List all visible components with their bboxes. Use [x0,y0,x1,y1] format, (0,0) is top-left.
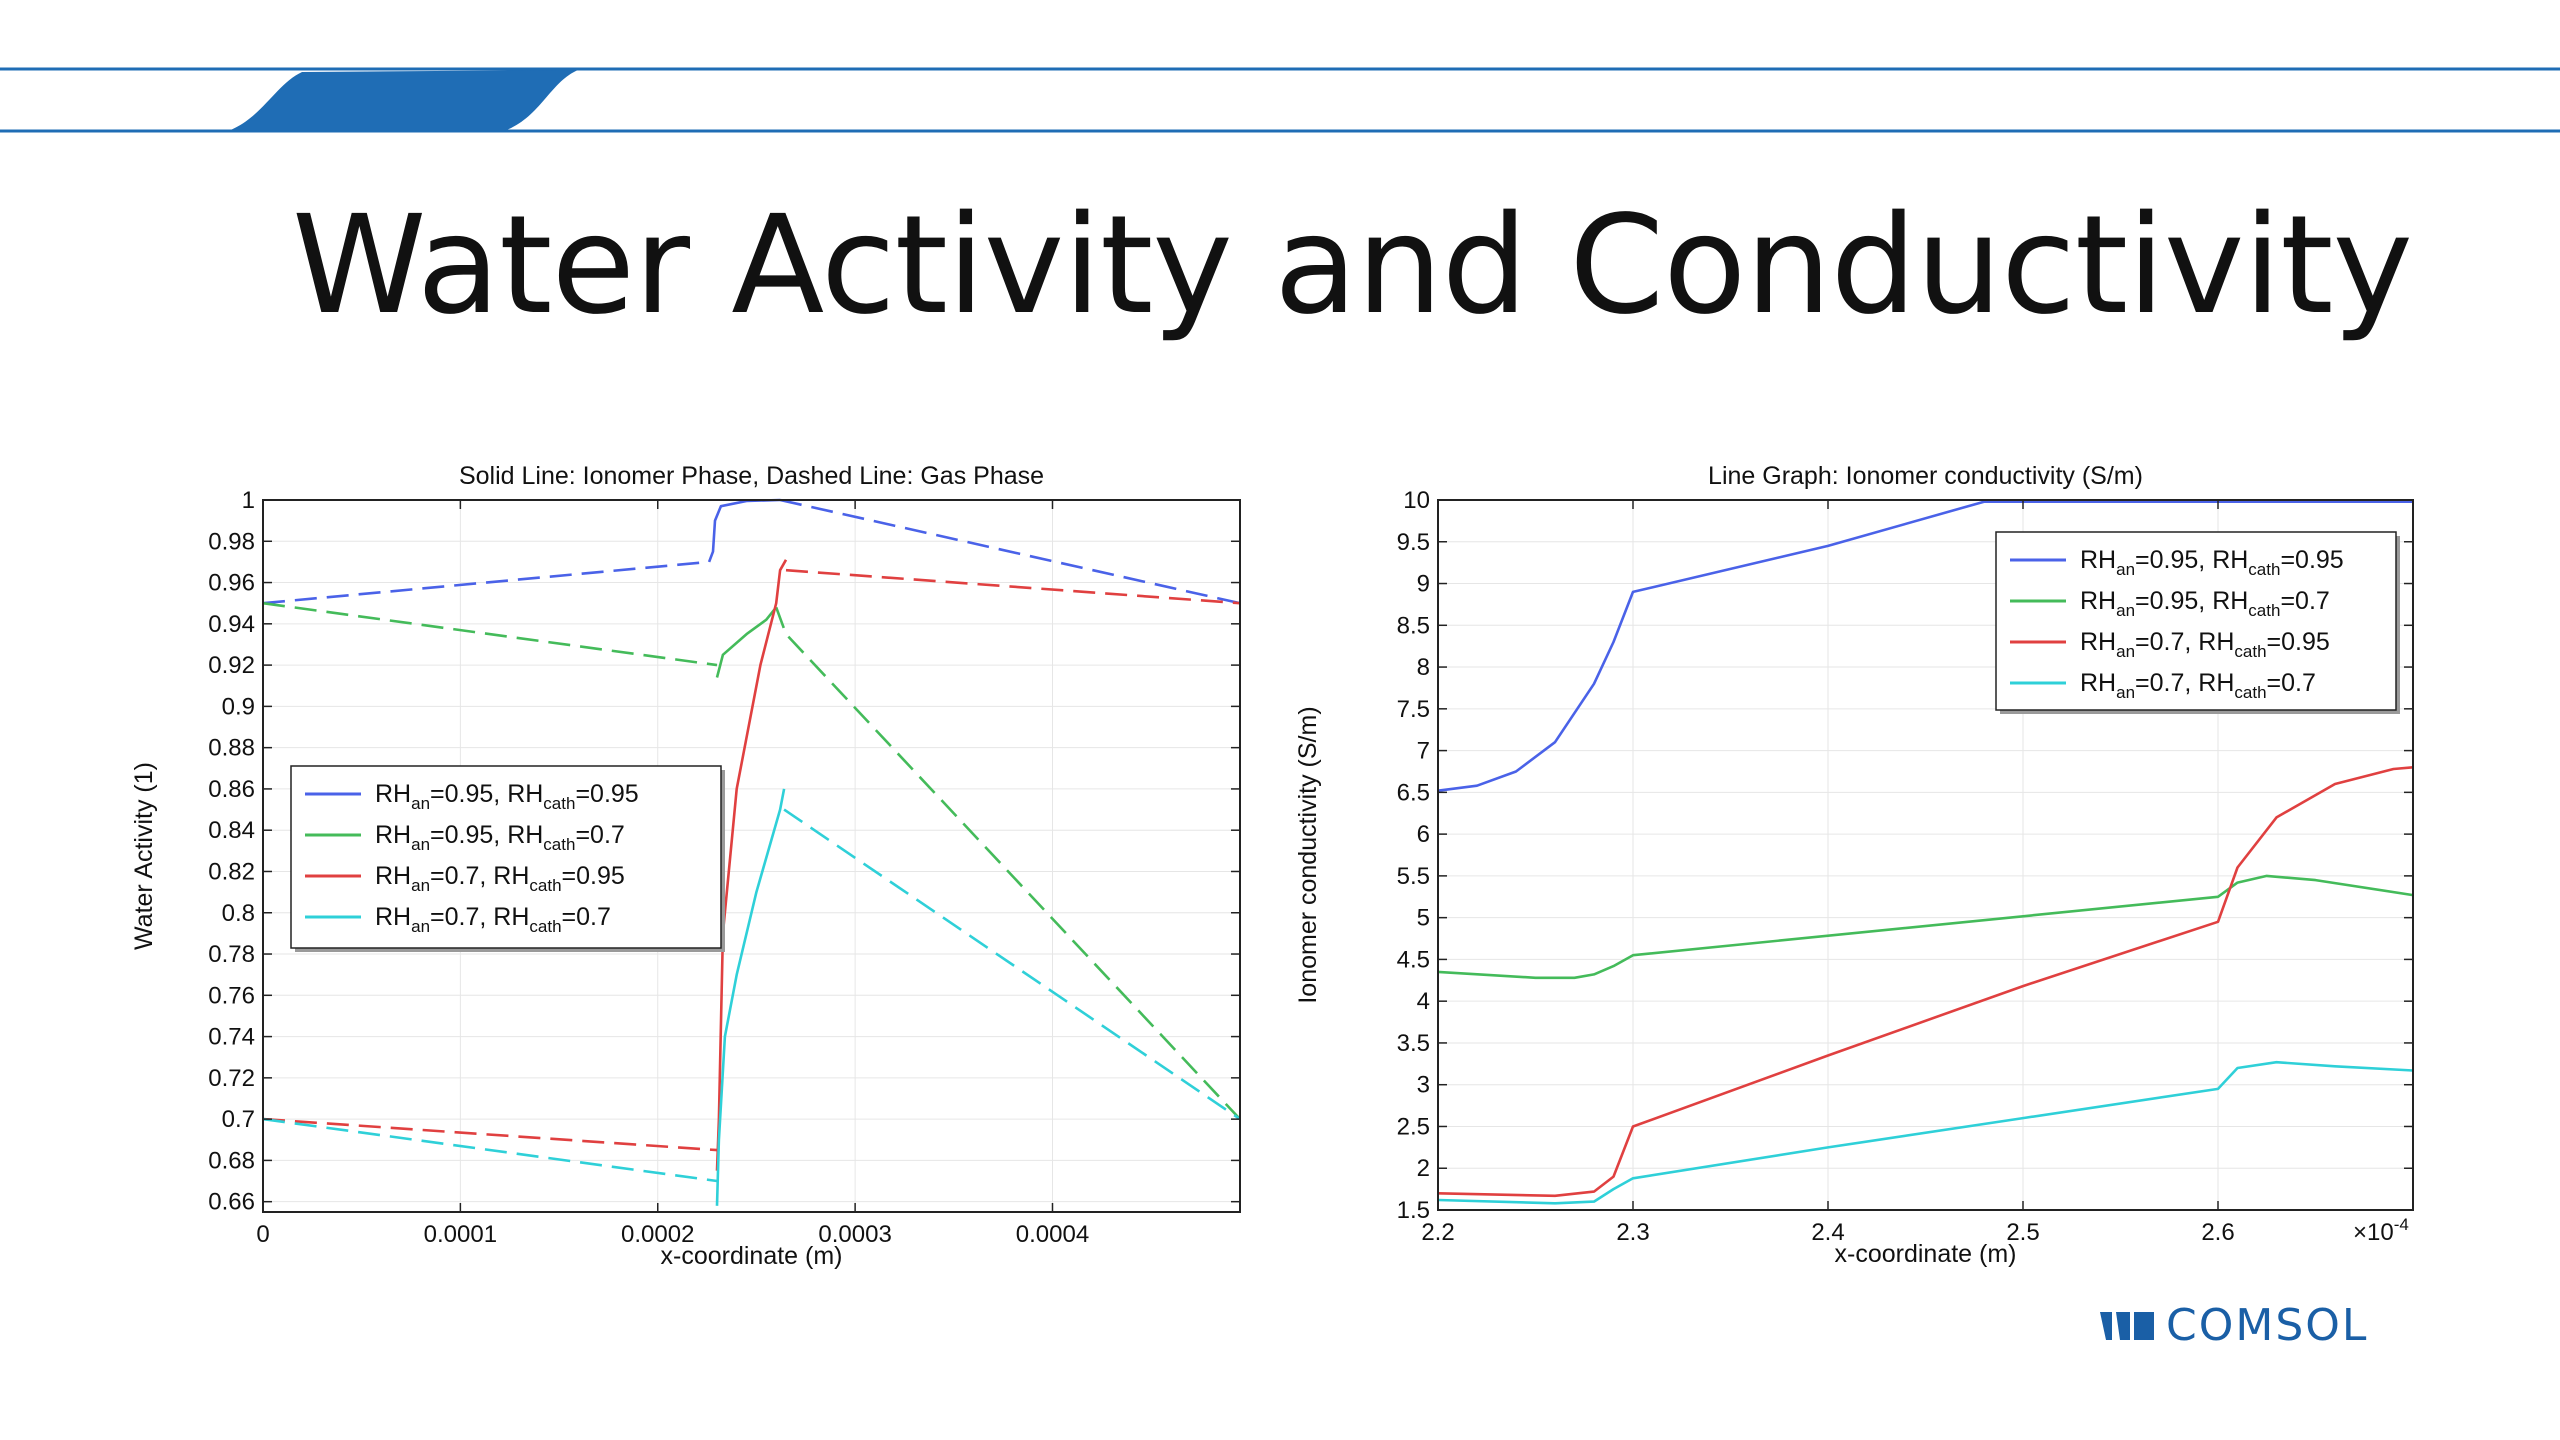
series-1-segment-0 [262,601,718,667]
y-tick-label-14: 0.94 [208,611,255,638]
y-tick-label-7: 0.8 [222,900,255,927]
y-tick-label-13: 8 [1417,654,1430,681]
y-tick-label-14: 8.5 [1397,612,1430,639]
series-2-segment-0 [1437,766,2414,1198]
slide-title: Water Activity and Conductivity [292,187,2413,345]
series-2-segment-0 [262,1117,718,1152]
y-tick-label-17: 1 [242,487,255,514]
slide-header-banner [0,67,2560,133]
y-tick-label-0: 0.66 [208,1189,255,1216]
y-tick-label-8: 0.82 [208,858,255,885]
legend-box [1995,531,2397,711]
plot-frame [1437,499,2414,1211]
y-tick-label-11: 7 [1417,738,1430,765]
x-axis-label: x-coordinate (m) [661,1242,843,1270]
x-tick-label-3: 2.5 [2006,1219,2039,1246]
series-0-segment-1 [707,498,781,563]
y-tick-label-1: 0.68 [208,1147,255,1174]
y-tick-label-4: 0.74 [208,1024,255,1051]
legend-label-0: RHan=0.95, RHcath=0.95 [2080,546,2344,579]
series-1-segment-1 [715,606,778,678]
chart-title: Line Graph: Ionomer conductivity (S/m) [1708,462,2143,490]
series-0-segment-0 [1437,500,2413,792]
x-tick-label-0: 2.2 [1421,1219,1454,1246]
y-tick-label-12: 7.5 [1397,696,1430,723]
legend-label-0: RHan=0.95, RHcath=0.95 [375,780,639,813]
comsol-logo-text: COMSOL [2166,1300,2369,1351]
series-2-segment-2 [785,568,1241,605]
legend-label-3: RHan=0.7, RHcath=0.7 [2080,669,2316,702]
y-tick-label-3: 3 [1417,1072,1430,1099]
y-tick-label-2: 2.5 [1397,1113,1430,1140]
y-tick-label-16: 0.98 [208,528,255,555]
legend-label-1: RHan=0.95, RHcath=0.7 [2080,587,2330,620]
y-tick-label-10: 0.86 [208,776,255,803]
y-tick-label-2: 0.7 [222,1106,255,1133]
y-tick-label-16: 9.5 [1397,529,1430,556]
y-tick-label-5: 0.76 [208,982,255,1009]
y-tick-label-15: 9 [1417,571,1430,598]
y-tick-label-7: 5 [1417,905,1430,932]
y-tick-label-6: 0.78 [208,941,255,968]
x-tick-label-4: 2.6 [2201,1219,2234,1246]
y-tick-label-9: 6 [1417,821,1430,848]
series-1-segment-2 [774,606,1241,1120]
series-3-segment-0 [262,1117,718,1183]
x-axis-label: x-coordinate (m) [1835,1240,2017,1268]
series-3-segment-2 [783,808,1241,1121]
x-tick-label-4: 0.0004 [1016,1221,1089,1248]
legend-label-3: RHan=0.7, RHcath=0.7 [375,903,611,936]
y-tick-label-17: 10 [1403,487,1430,514]
ionomer-conductivity-chart: 2.2 2.3 2.4 2.5 2.6 1.5 2 2.5 3 3.5 4 4.5 5 5.5 6 6.5 7 7… [1294,462,2414,1268]
series-0-segment-0 [262,560,710,605]
x-tick-label-2: 0.0002 [621,1221,694,1248]
y-tick-label-11: 0.88 [208,735,255,762]
y-tick-label-5: 4 [1417,988,1430,1015]
x-tick-label-2: 2.4 [1811,1219,1844,1246]
x-tick-label-1: 2.3 [1616,1219,1649,1246]
series-1-segment-0 [1437,874,2414,980]
x-tick-label-3: 0.0003 [818,1221,891,1248]
y-tick-label-12: 0.9 [222,693,255,720]
comsol-logo: COMSOL [2098,1304,2368,1348]
y-tick-label-1: 2 [1417,1155,1430,1182]
series-3-segment-1 [715,788,786,1206]
y-tick-label-8: 5.5 [1397,863,1430,890]
x-tick-label-0: 0 [256,1221,269,1248]
series-3-segment-0 [1437,1060,2414,1205]
y-tick-label-3: 0.72 [208,1065,255,1092]
plot-frame [262,499,1241,1213]
y-tick-label-4: 3.5 [1397,1030,1430,1057]
y-tick-label-13: 0.92 [208,652,255,679]
x-tick-label-1: 0.0001 [424,1221,497,1248]
legend-label-2: RHan=0.7, RHcath=0.95 [2080,628,2330,661]
y-tick-label-6: 4.5 [1397,946,1430,973]
chart-title: Solid Line: Ionomer Phase, Dashed Line: … [459,462,1044,490]
comsol-logo-icon [2100,1312,2154,1340]
y-axis-label: Water Activity (1) [130,762,158,950]
water-activity-chart: 0 0.0001 0.0002 0.0003 0.0004 0.66 0.68 0.7 0.72… [130,462,1241,1270]
series-0-segment-2 [779,498,1241,605]
y-tick-label-0: 1.5 [1397,1197,1430,1224]
y-tick-label-9: 0.84 [208,817,255,844]
y-axis-label: Ionomer conductivity (S/m) [1294,706,1322,1003]
legend-box [290,765,722,949]
x-axis-multiplier: ×10-4 [2353,1215,2409,1246]
series-2-segment-1 [715,559,788,1171]
legend-label-1: RHan=0.95, RHcath=0.7 [375,821,625,854]
legend-label-2: RHan=0.7, RHcath=0.95 [375,862,625,895]
y-tick-label-15: 0.96 [208,570,255,597]
y-tick-label-10: 6.5 [1397,779,1430,806]
